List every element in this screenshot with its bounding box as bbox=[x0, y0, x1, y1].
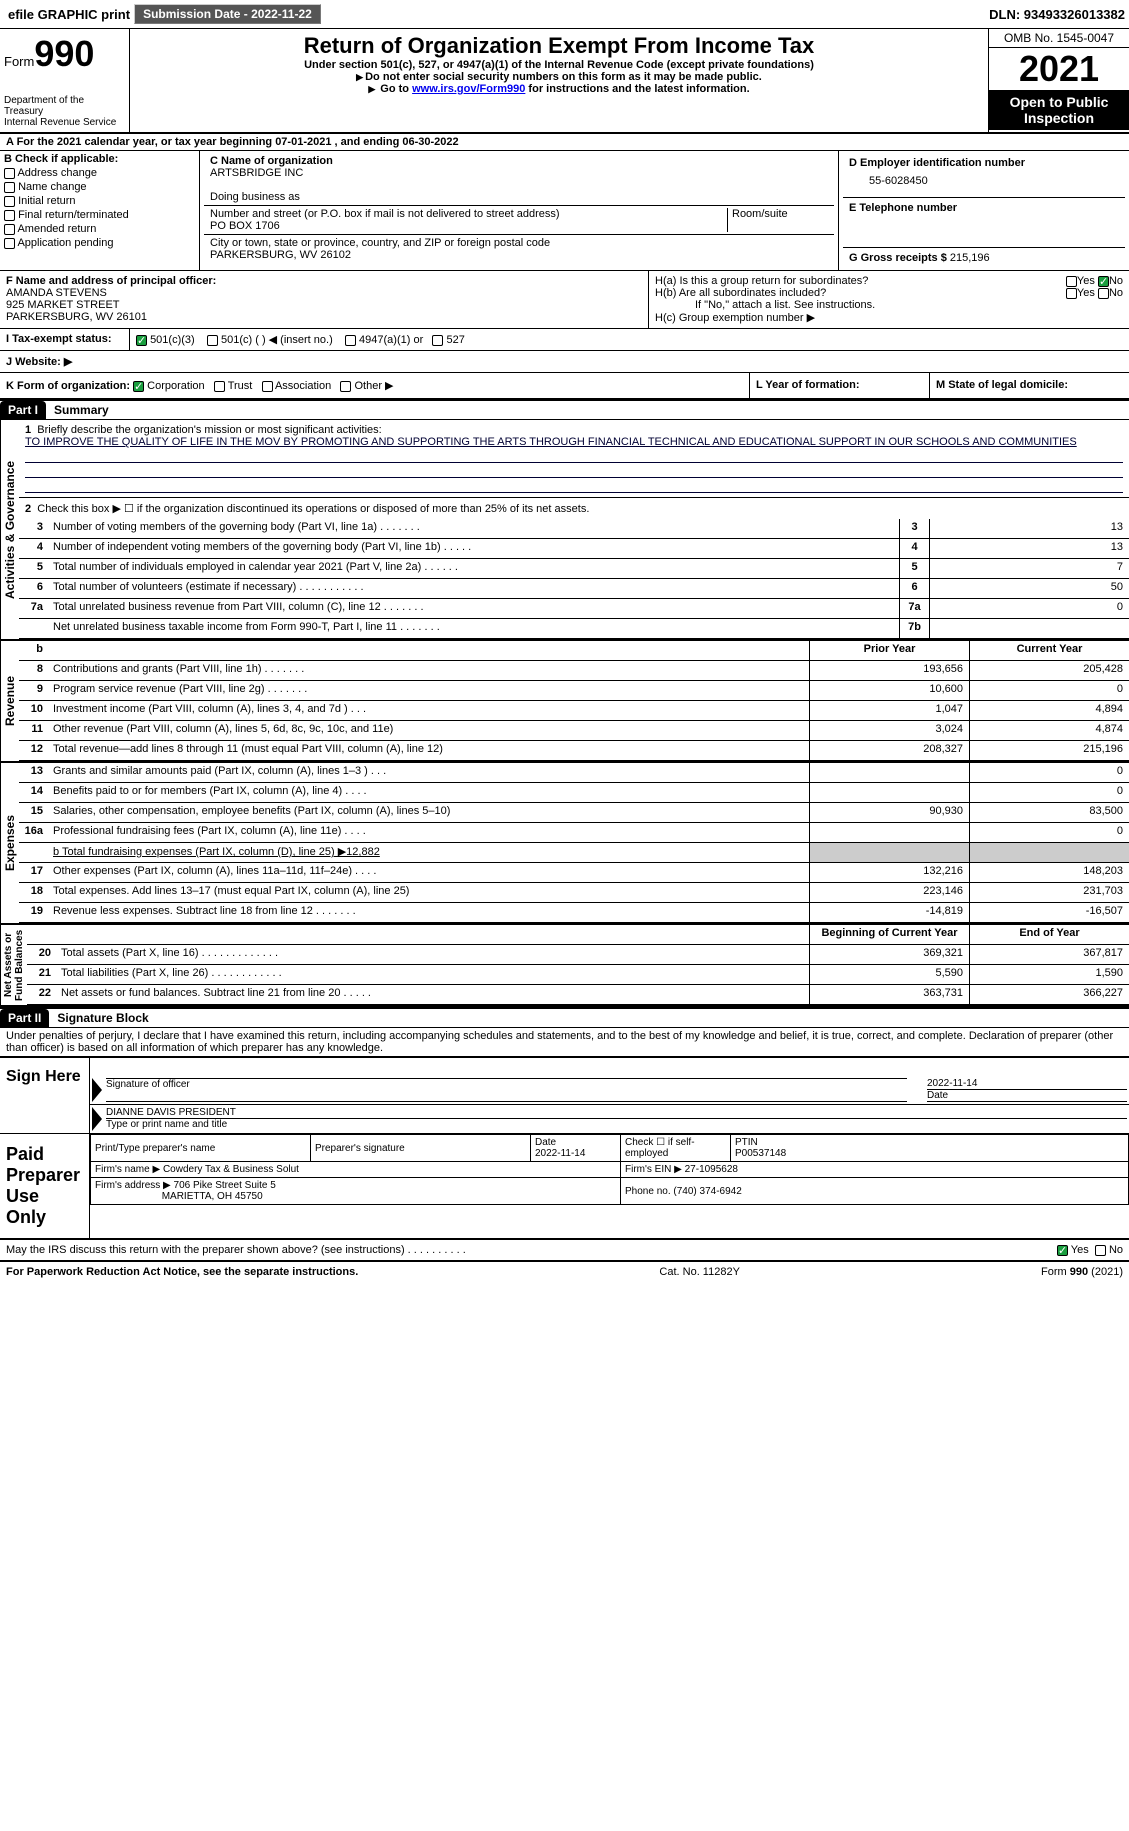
sign-here-block: Sign Here Signature of officer 2022-11-1… bbox=[0, 1056, 1129, 1134]
mission-text: TO IMPROVE THE QUALITY OF LIFE IN THE MO… bbox=[25, 436, 1077, 448]
checkbox-address-change[interactable] bbox=[4, 168, 15, 179]
ein: 55-6028450 bbox=[849, 169, 1119, 193]
checkbox-ha-no[interactable] bbox=[1098, 276, 1109, 287]
checkbox-ha-yes[interactable] bbox=[1066, 276, 1077, 287]
vlabel-netassets: Net Assets or Fund Balances bbox=[0, 925, 27, 1005]
checkbox-trust[interactable] bbox=[214, 381, 225, 392]
part-2-header: Part II Signature Block bbox=[0, 1007, 1129, 1028]
firm-name: Cowdery Tax & Business Solut bbox=[163, 1164, 299, 1175]
firm-ein: 27-1095628 bbox=[685, 1164, 738, 1175]
vlabel-revenue: Revenue bbox=[0, 641, 19, 761]
paid-preparer-block: Paid Preparer Use Only Print/Type prepar… bbox=[0, 1134, 1129, 1240]
identity-block: B Check if applicable: Address change Na… bbox=[0, 151, 1129, 271]
irs-link[interactable]: www.irs.gov/Form990 bbox=[412, 83, 525, 95]
form-subtitle-1: Under section 501(c), 527, or 4947(a)(1)… bbox=[140, 59, 978, 71]
checkbox-assoc[interactable] bbox=[262, 381, 273, 392]
form-subtitle-2: Do not enter social security numbers on … bbox=[140, 71, 978, 83]
checkbox-other[interactable] bbox=[340, 381, 351, 392]
dept-label: Department of the Treasury Internal Reve… bbox=[4, 95, 125, 128]
checkbox-hb-no[interactable] bbox=[1098, 288, 1109, 299]
ptin: P00537148 bbox=[735, 1148, 786, 1159]
org-name: ARTSBRIDGE INC bbox=[210, 167, 828, 179]
inspection-label: Open to Public Inspection bbox=[989, 90, 1129, 130]
checkbox-corp[interactable] bbox=[133, 381, 144, 392]
checkbox-501c3[interactable] bbox=[136, 335, 147, 346]
efile-label: efile GRAPHIC print bbox=[8, 7, 130, 22]
section-b: B Check if applicable: Address change Na… bbox=[0, 151, 200, 270]
vlabel-activities: Activities & Governance bbox=[0, 420, 19, 639]
gross-receipts: 215,196 bbox=[950, 252, 990, 264]
form-number: 990 bbox=[34, 33, 94, 74]
signature-arrow-icon bbox=[92, 1078, 102, 1102]
org-city: PARKERSBURG, WV 26102 bbox=[210, 249, 828, 261]
page-footer: For Paperwork Reduction Act Notice, see … bbox=[0, 1262, 1129, 1282]
vlabel-expenses: Expenses bbox=[0, 763, 19, 923]
dln-label: DLN: 93493326013382 bbox=[989, 7, 1125, 22]
org-address: PO BOX 1706 bbox=[210, 220, 727, 232]
submission-date-button[interactable]: Submission Date - 2022-11-22 bbox=[134, 4, 321, 24]
checkbox-501c[interactable] bbox=[207, 335, 218, 346]
officer-name: AMANDA STEVENS bbox=[6, 287, 107, 299]
checkbox-name-change[interactable] bbox=[4, 182, 15, 193]
officer-group-block: F Name and address of principal officer:… bbox=[0, 271, 1129, 329]
form-subtitle-3: Go to www.irs.gov/Form990 for instructio… bbox=[140, 83, 978, 95]
form-title: Return of Organization Exempt From Incom… bbox=[140, 33, 978, 59]
checkbox-amended[interactable] bbox=[4, 224, 15, 235]
section-c: C Name of organization ARTSBRIDGE INC Do… bbox=[200, 151, 839, 270]
checkbox-hb-yes[interactable] bbox=[1066, 288, 1077, 299]
section-a-tax-year: A For the 2021 calendar year, or tax yea… bbox=[0, 134, 1129, 151]
omb-number: OMB No. 1545-0047 bbox=[989, 29, 1129, 48]
checkbox-discuss-no[interactable] bbox=[1095, 1245, 1106, 1256]
top-bar: efile GRAPHIC print Submission Date - 20… bbox=[0, 0, 1129, 29]
signer-name: DIANNE DAVIS PRESIDENT bbox=[106, 1107, 236, 1118]
section-d-e-g: D Employer identification number 55-6028… bbox=[839, 151, 1129, 270]
checkbox-discuss-yes[interactable] bbox=[1057, 1245, 1068, 1256]
form-label: Form bbox=[4, 54, 34, 69]
form-header: Form990 Department of the Treasury Inter… bbox=[0, 29, 1129, 134]
declaration-text: Under penalties of perjury, I declare th… bbox=[0, 1028, 1129, 1056]
signature-arrow-icon bbox=[92, 1107, 102, 1131]
checkbox-final-return[interactable] bbox=[4, 210, 15, 221]
part-1-header: Part I Summary bbox=[0, 399, 1129, 420]
checkbox-527[interactable] bbox=[432, 335, 443, 346]
checkbox-initial-return[interactable] bbox=[4, 196, 15, 207]
checkbox-4947[interactable] bbox=[345, 335, 356, 346]
tax-year: 2021 bbox=[989, 48, 1129, 90]
checkbox-pending[interactable] bbox=[4, 238, 15, 249]
firm-phone: (740) 374-6942 bbox=[673, 1186, 741, 1197]
